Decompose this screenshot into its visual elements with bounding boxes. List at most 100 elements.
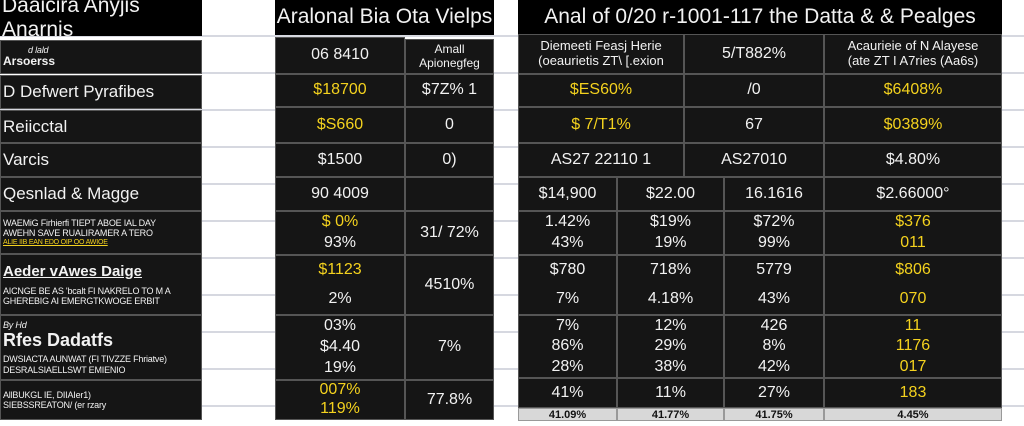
- middle-header-cell: 06 8410: [275, 37, 405, 74]
- table-cell: $ES60%: [518, 74, 684, 107]
- middle-table-title: Aralonal Bia Ota Vielps: [275, 0, 494, 35]
- cell-value: AS27 22110 1: [550, 150, 652, 168]
- left-row: By Hd Rfes Dadatfs DWSIACTA AUNWAT (FI T…: [0, 315, 202, 380]
- table-cell: 12% 29% 38%: [617, 315, 724, 378]
- row-label: Arsoerss: [3, 54, 56, 69]
- table-cell: $ 0% 93%: [275, 211, 405, 255]
- cell-value: (ate ZT I A7ries (Aa6s): [847, 53, 979, 68]
- title-text: Aralonal Bia Ota Vielps: [276, 5, 493, 29]
- right-table-title: Anal of 0/20 r-1001-117 the Datta & & Pe…: [518, 0, 1002, 34]
- left-row: Reiicctal: [0, 110, 202, 143]
- table-cell: $780 7%: [518, 255, 617, 315]
- table-cell: $18700: [275, 74, 405, 107]
- cell-value: 8%: [762, 337, 786, 355]
- row-line: WAEMiG Firhierfi TIEPT ABOE IAL DAY: [3, 218, 156, 229]
- cell-value: 0): [442, 150, 457, 168]
- cell-value: 4.18%: [647, 290, 694, 308]
- cell-value: 007%: [319, 381, 361, 399]
- cell-value: $18700: [313, 81, 367, 99]
- cell-value: 11: [904, 316, 922, 334]
- cell-value: 0: [445, 115, 454, 133]
- table-cell: 41%: [518, 378, 617, 408]
- cell-value: 42%: [757, 357, 791, 375]
- table-cell: 7% 86% 28%: [518, 315, 617, 378]
- table-cell: 007% 119%: [275, 380, 405, 420]
- table-cell: 41.09%: [518, 408, 617, 421]
- table-cell: $6408%: [824, 74, 1002, 107]
- table-cell: $22.00: [617, 177, 724, 211]
- cell-value: $ES60%: [569, 81, 633, 99]
- cell-value: 5779: [756, 261, 792, 279]
- cell-value: $ 7/T1%: [571, 115, 631, 133]
- table-cell: 4510%: [405, 255, 494, 315]
- middle-header-cell: Amall Apionegfeg: [405, 39, 494, 74]
- table-cell: 31/ 72%: [405, 211, 494, 255]
- cell-value: 99%: [757, 234, 791, 252]
- cell-value: /0: [747, 81, 761, 99]
- cell-value: $2.66000°: [876, 184, 950, 202]
- cell-value: 28%: [551, 357, 584, 375]
- table-cell: 0: [405, 107, 494, 143]
- table-cell: AS27 22110 1: [518, 143, 684, 177]
- cell-value: 41.75%: [755, 409, 793, 421]
- table-cell: $2.66000°: [824, 177, 1002, 211]
- row-label: D Defwert Pyrafibes: [3, 82, 155, 102]
- cell-value: $S660: [316, 115, 364, 133]
- table-cell: $S660: [275, 107, 405, 143]
- cell-value: $6408%: [883, 81, 943, 99]
- table-cell: 11%: [617, 378, 724, 408]
- table-cell: 41.77%: [617, 408, 724, 421]
- table-cell: $ 7/T1%: [518, 107, 684, 143]
- cell-value: 11%: [655, 383, 686, 401]
- cell-value: 41.09%: [548, 409, 587, 421]
- table-cell: 1.42% 43%: [518, 211, 617, 255]
- left-row: Qesnlad & Magge: [0, 177, 202, 211]
- right-header-cell: Acaurieie of N Alayese (ate ZT I A7ries …: [824, 34, 1002, 74]
- right-header-cell: Diemeeti Feasj Herie (oeaurietis ZT\ [.e…: [518, 34, 684, 74]
- cell-value: 070: [899, 290, 927, 308]
- cell-value: $7Z% 1: [421, 81, 478, 99]
- table-cell: 03% $4.40 19%: [275, 315, 405, 380]
- cell-value: (oeaurietis ZT\ [.exion: [538, 53, 664, 68]
- cell-value: $72%: [753, 213, 795, 231]
- table-cell: 27%: [724, 378, 824, 408]
- cell-value: 86%: [551, 337, 584, 355]
- cell-value: 7%: [437, 338, 462, 356]
- table-cell: AS27010: [684, 143, 824, 177]
- left-row: AllBUKGL IE, DIIAIer1) SIEBSSREATON/ (er…: [0, 380, 202, 420]
- cell-value: $4.80%: [885, 150, 941, 168]
- row-line: ALIE IIB EAN EDO OIP OO AWIOE: [3, 238, 108, 246]
- right-header-cell: 5/T882%: [684, 34, 824, 74]
- row-line: SIEBSSREATON/ (er rzary: [3, 400, 107, 410]
- cell-value: 43%: [757, 290, 791, 308]
- row-label: Reiicctal: [3, 116, 68, 136]
- cell-value: 31/ 72%: [420, 223, 479, 241]
- cell-value: 011: [900, 234, 926, 252]
- table-cell: 90 4009: [275, 177, 405, 211]
- cell-value: $19%: [650, 213, 691, 231]
- cell-value: 27%: [757, 383, 791, 401]
- cell-value: 03%: [323, 317, 357, 335]
- cell-value: 183: [899, 383, 927, 401]
- row-heading: Rfes Dadatfs: [3, 330, 114, 351]
- cell-value: $0389%: [883, 115, 943, 133]
- table-cell: $7Z% 1: [405, 74, 494, 107]
- cell-value: AS27010: [721, 150, 787, 168]
- table-cell: /0: [684, 74, 824, 107]
- table-cell: $1123 2%: [275, 255, 405, 315]
- left-row: Aeder vAwes Daige AICNGE BE AS 'bcalt FI…: [0, 254, 202, 315]
- table-cell: 4.45%: [824, 408, 1002, 421]
- table-cell: 0): [405, 143, 494, 177]
- cell-value: 5/T882%: [721, 44, 787, 62]
- table-cell: 11 1176 017: [824, 315, 1002, 378]
- table-cell: 718% 4.18%: [617, 255, 724, 315]
- cell-value: $22.00: [646, 184, 695, 202]
- row-line: GHEREBIG AI EMERGTKWOGE ERBIT: [3, 296, 160, 307]
- table-cell: $1500: [275, 143, 405, 177]
- cell-value: $ 0%: [321, 213, 359, 231]
- table-cell: 77.8%: [405, 380, 494, 420]
- cell-value: 41%: [551, 383, 584, 401]
- cell-value: Diemeeti Feasj Herie: [540, 38, 662, 54]
- row-line: AICNGE BE AS 'bcalt FI NAKRELO TO M A: [3, 285, 171, 296]
- cell-value: $14,900: [538, 184, 597, 202]
